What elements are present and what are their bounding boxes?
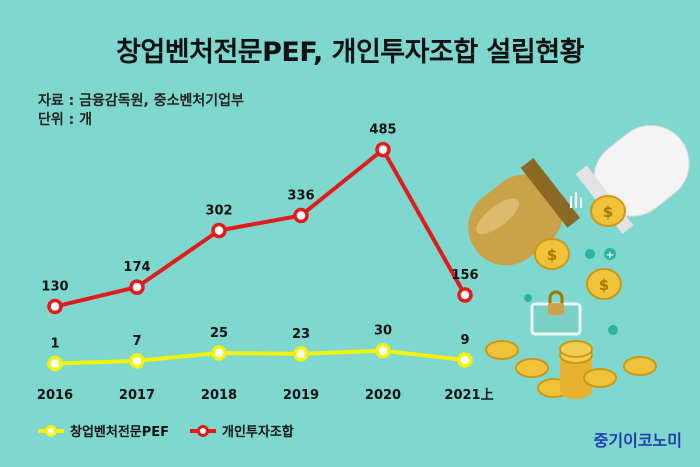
x-tick-label: 2017: [119, 388, 155, 403]
data-point: [129, 279, 145, 295]
data-point: [129, 353, 145, 369]
legend-marker: [45, 425, 57, 437]
x-axis: 2016 2017 2018 2019 2020 2021上: [37, 388, 494, 403]
legend-label: 창업벤처전문PEF: [70, 424, 169, 440]
data-point: [293, 207, 309, 224]
x-tick-label: 2016: [37, 388, 73, 403]
data-point: [457, 352, 473, 368]
data-point: [293, 346, 309, 362]
series-1: 130 174 302 336 485 156: [41, 123, 479, 315]
data-label: 302: [205, 204, 232, 219]
legend-label: 개인투자조합: [222, 424, 294, 440]
coin-icon: $: [586, 268, 622, 300]
svg-text:$: $: [599, 276, 609, 294]
x-tick-label: 2020: [365, 388, 401, 403]
data-label: 485: [369, 123, 396, 138]
series-layer: 1 7 25 23 30 9 130 174 302 336 485 156: [41, 123, 479, 372]
x-tick-label: 2018: [201, 388, 237, 403]
unit-note: 단위 : 개: [38, 112, 92, 128]
brand-logo: 중기이코노미: [593, 431, 682, 450]
svg-text:+: +: [606, 250, 614, 261]
series-line: [54, 348, 466, 366]
chart-meta: 자료 : 금융감독원, 중소벤처기업부 단위 : 개: [38, 92, 244, 130]
x-tick-label: 2019: [283, 388, 319, 403]
data-point: [375, 342, 391, 359]
data-point: [47, 298, 63, 315]
lock-icon: [530, 290, 582, 336]
svg-text:$: $: [547, 246, 557, 264]
data-point: [47, 355, 63, 372]
coin-stack-icon: [485, 340, 657, 399]
legend-item: 개인투자조합: [190, 424, 294, 440]
data-label: 23: [292, 327, 310, 342]
data-label: 7: [132, 334, 141, 349]
data-point: [211, 345, 227, 361]
data-point: [211, 222, 227, 239]
chart-title: 창업벤처전문PEF, 개인투자조합 설립현황: [116, 37, 584, 68]
data-label: 156: [451, 268, 478, 283]
data-label: 9: [460, 333, 469, 348]
series-line: [54, 147, 467, 309]
legend-marker: [197, 425, 209, 437]
series-0: 1 7 25 23 30 9: [47, 324, 473, 372]
data-label: 130: [41, 280, 68, 295]
data-label: 336: [287, 188, 314, 203]
legend: 창업벤처전문PEF 개인투자조합: [38, 424, 294, 440]
data-point: [457, 287, 473, 303]
svg-text:$: $: [603, 203, 613, 221]
source-note: 자료 : 금융감독원, 중소벤처기업부: [38, 93, 244, 109]
coin-icon: $: [590, 195, 626, 227]
data-label: 30: [374, 324, 392, 339]
legend-item: 창업벤처전문PEF: [38, 424, 169, 440]
coin-icon: $: [534, 238, 570, 270]
x-tick-label: 2021上: [444, 388, 493, 403]
data-label: 1: [50, 337, 59, 352]
data-point: [375, 141, 391, 158]
data-label: 25: [210, 326, 228, 341]
data-label: 174: [123, 260, 150, 275]
capsule-coins-illustration: $ $ $ +: [468, 124, 690, 399]
